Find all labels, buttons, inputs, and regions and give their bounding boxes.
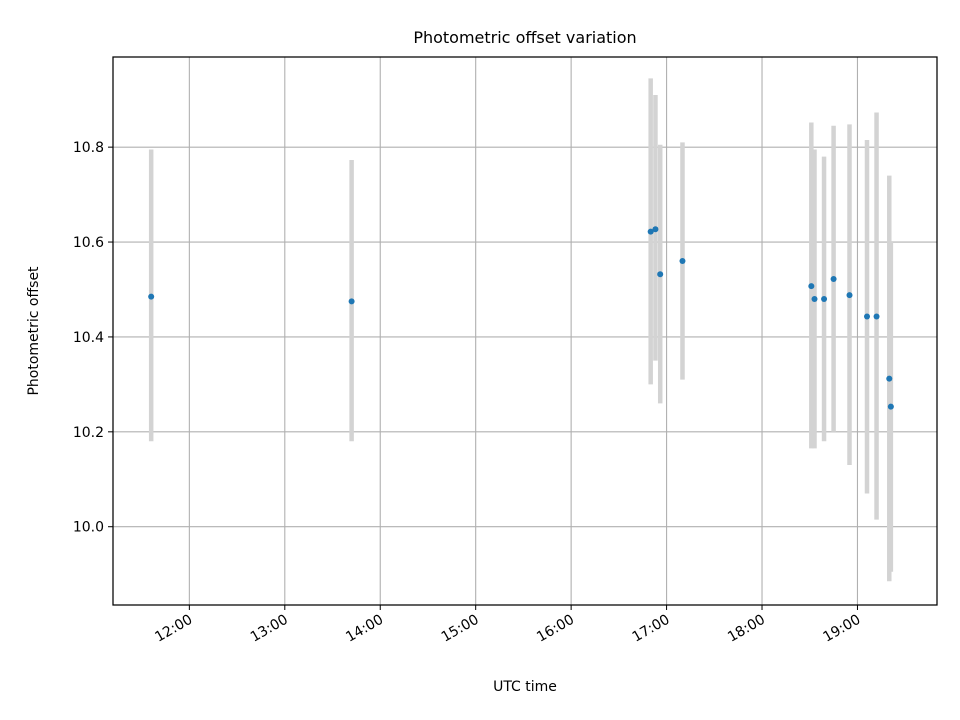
data-point	[887, 403, 894, 410]
x-axis-label: UTC time	[493, 679, 557, 695]
y-tick-label: 10.2	[73, 425, 104, 441]
x-tick-label: 14:00	[343, 612, 386, 646]
y-axis-label: Photometric offset	[26, 266, 42, 396]
data-point	[148, 293, 155, 300]
data-point	[657, 271, 664, 278]
data-point	[811, 295, 818, 302]
x-tick-label: 17:00	[630, 612, 673, 646]
data-point	[846, 292, 853, 299]
y-tick-label: 10.6	[73, 235, 104, 251]
x-tick-label: 16:00	[534, 612, 577, 646]
data-point	[873, 313, 880, 320]
x-tick-label: 15:00	[439, 612, 482, 646]
x-tick-label: 12:00	[152, 612, 195, 646]
data-point	[647, 228, 654, 235]
y-tick-label: 10.4	[73, 330, 104, 346]
data-point	[886, 375, 893, 382]
y-axis: 10.0 10.2 10.4 10.6 10.8	[73, 140, 113, 536]
data-point	[348, 298, 355, 305]
data-point	[808, 283, 815, 290]
data-points	[148, 226, 894, 410]
data-point	[821, 295, 828, 302]
x-axis: 12:00 13:00 14:00 15:00 16:00 17:00 18:00 19:00	[152, 605, 863, 646]
error-bars	[148, 78, 894, 582]
chart-title: Photometric offset variation	[413, 28, 636, 47]
data-point	[830, 276, 837, 283]
data-point	[652, 226, 659, 233]
grid-lines	[113, 57, 937, 605]
x-tick-label: 19:00	[821, 612, 864, 646]
x-tick-label: 13:00	[248, 612, 291, 646]
y-tick-label: 10.8	[73, 140, 104, 156]
plot-frame	[112, 56, 938, 606]
data-point	[864, 313, 871, 320]
x-tick-label: 18:00	[725, 612, 768, 646]
data-point	[679, 258, 686, 265]
y-tick-label: 10.0	[73, 520, 104, 536]
